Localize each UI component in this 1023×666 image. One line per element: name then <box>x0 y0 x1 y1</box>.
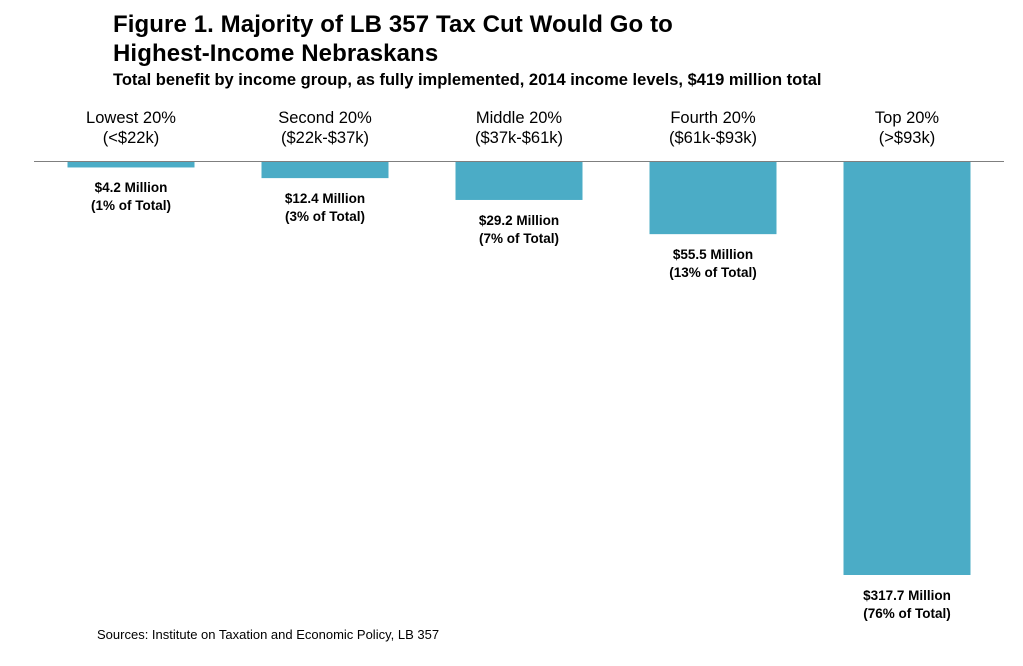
category-name: Middle 20% <box>475 109 563 127</box>
share-label: (1% of Total) <box>91 198 171 214</box>
value-label: $317.7 Million <box>863 588 951 603</box>
category-range: (>$93k) <box>878 129 936 147</box>
category-name: Fourth 20% <box>670 109 756 127</box>
category-label-1: Lowest 20% (<$22k) <box>34 108 228 148</box>
chart-title: Figure 1. Majority of LB 357 Tax Cut Wou… <box>113 10 673 68</box>
bars-group <box>67 162 971 575</box>
category-label-4: Fourth 20% ($61k-$93k) <box>616 108 810 148</box>
bar-5 <box>843 162 971 575</box>
bar-1 <box>67 162 195 168</box>
data-label-4: $55.5 Million (13% of Total) <box>616 246 810 282</box>
value-label: $29.2 Million <box>478 212 560 228</box>
chart-title-line1: Figure 1. Majority of LB 357 Tax Cut Wou… <box>113 11 673 38</box>
source-note: Sources: Institute on Taxation and Econo… <box>97 627 440 642</box>
bar-2 <box>261 162 389 179</box>
category-range: ($37k-$61k) <box>474 129 564 147</box>
share-label: (76% of Total) <box>863 606 951 621</box>
category-name: Lowest 20% <box>86 109 176 127</box>
share-label: (13% of Total) <box>669 265 757 281</box>
share-label: (7% of Total) <box>479 230 559 246</box>
category-name: Top 20% <box>874 109 940 127</box>
share-label: (3% of Total) <box>285 209 365 225</box>
category-label-2: Second 20% ($22k-$37k) <box>228 108 422 148</box>
data-label-3: $29.2 Million (7% of Total) <box>422 212 616 248</box>
chart-subtitle: Total benefit by income group, as fully … <box>113 71 822 89</box>
value-label: $12.4 Million <box>284 191 366 207</box>
category-range: (<$22k) <box>102 129 160 147</box>
category-label-5: Top 20% (>$93k) <box>810 108 1004 148</box>
category-range: ($61k-$93k) <box>668 129 758 147</box>
category-range: ($22k-$37k) <box>280 129 370 147</box>
category-label-3: Middle 20% ($37k-$61k) <box>422 108 616 148</box>
value-label: $4.2 Million <box>94 180 168 196</box>
data-label-2: $12.4 Million (3% of Total) <box>228 190 422 226</box>
category-name: Second 20% <box>278 109 372 127</box>
bar-4 <box>649 162 777 235</box>
chart-title-line2: Highest-Income Nebraskans <box>113 40 439 67</box>
value-label: $55.5 Million <box>672 247 754 263</box>
bar-3 <box>455 162 583 200</box>
data-label-1: $4.2 Million (1% of Total) <box>34 179 228 215</box>
data-label-5: $317.7 Million (76% of Total) <box>810 587 1004 623</box>
